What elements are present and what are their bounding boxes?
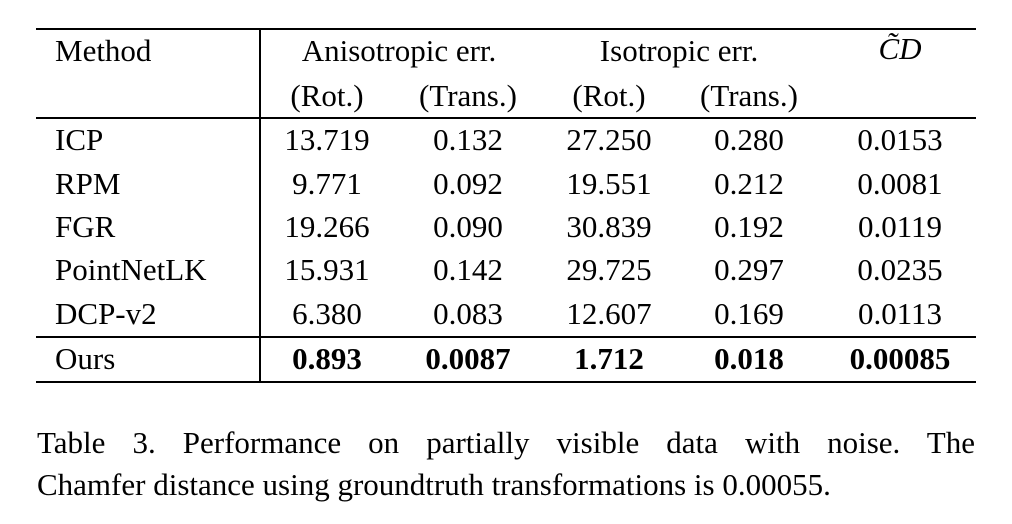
row-cd: 0.0113: [857, 296, 943, 331]
row-aniso-rot: 0.893: [292, 341, 362, 376]
row-iso-trans: 0.297: [714, 252, 784, 287]
row-iso-trans: 0.280: [714, 122, 784, 157]
row-aniso-rot: 13.719: [284, 122, 370, 157]
row-aniso-trans: 0.132: [433, 122, 503, 157]
row-aniso-rot: 19.266: [284, 209, 370, 244]
row-cd: 0.0081: [857, 166, 943, 201]
header-method: Method: [55, 33, 152, 68]
row-iso-trans: 0.018: [714, 341, 784, 376]
table-header-rule: [36, 117, 976, 119]
row-aniso-trans: 0.090: [433, 209, 503, 244]
row-iso-rot: 1.712: [574, 341, 644, 376]
table-bottom-rule: [36, 381, 976, 383]
row-iso-rot: 12.607: [566, 296, 652, 331]
header-iso-trans: (Trans.): [700, 78, 798, 113]
row-method: DCP-v2: [55, 296, 157, 331]
row-aniso-rot: 6.380: [292, 296, 362, 331]
row-cd: 0.0153: [857, 122, 943, 157]
row-method: Ours: [55, 341, 116, 376]
row-aniso-trans: 0.0087: [425, 341, 511, 376]
row-aniso-trans: 0.142: [433, 252, 503, 287]
row-iso-trans: 0.169: [714, 296, 784, 331]
row-cd: 0.0119: [857, 209, 943, 244]
row-iso-rot: 29.725: [566, 252, 652, 287]
row-aniso-trans: 0.083: [433, 296, 503, 331]
row-iso-rot: 27.250: [566, 122, 652, 157]
row-aniso-rot: 9.771: [292, 166, 362, 201]
row-aniso-trans: 0.092: [433, 166, 503, 201]
caption-line-1: Table 3. Performance on partially visibl…: [37, 425, 975, 460]
row-iso-rot: 30.839: [566, 209, 652, 244]
row-method: PointNetLK: [55, 252, 207, 287]
table-top-rule: [36, 28, 976, 30]
header-anisotropic: Anisotropic err.: [301, 33, 497, 68]
table-ours-rule: [36, 336, 976, 338]
header-aniso-trans: (Trans.): [419, 78, 517, 113]
row-method: ICP: [55, 122, 104, 157]
caption-line-2: Chamfer distance using groundtruth trans…: [37, 467, 831, 502]
table-column-divider: [259, 28, 261, 383]
row-aniso-rot: 15.931: [284, 252, 370, 287]
header-aniso-rot: (Rot.): [290, 78, 364, 113]
row-cd: 0.00085: [849, 341, 951, 376]
header-isotropic: Isotropic err.: [599, 33, 759, 68]
row-method: RPM: [55, 166, 121, 201]
row-method: FGR: [55, 209, 116, 244]
row-cd: 0.0235: [857, 252, 943, 287]
row-iso-trans: 0.212: [714, 166, 784, 201]
header-cd: C̃D: [878, 31, 922, 66]
header-iso-rot: (Rot.): [572, 78, 646, 113]
row-iso-rot: 19.551: [566, 166, 652, 201]
table-caption: Table 3. Performance on partially visibl…: [37, 422, 975, 506]
row-iso-trans: 0.192: [714, 209, 784, 244]
